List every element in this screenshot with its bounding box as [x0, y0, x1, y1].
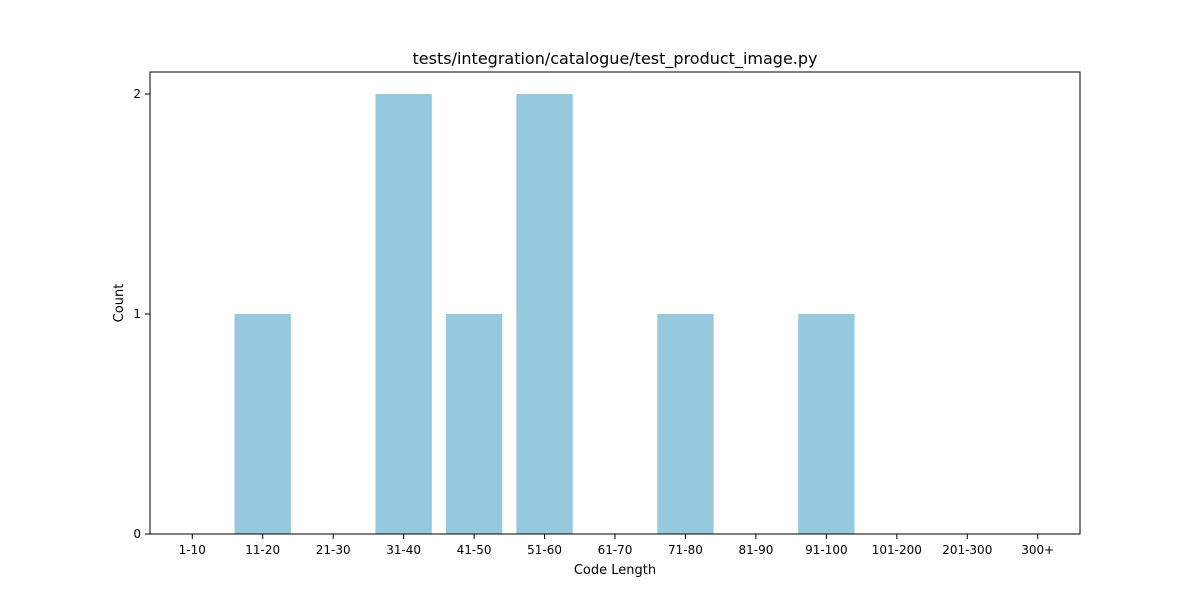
- x-axis-label: Code Length: [574, 563, 656, 578]
- x-tick-label: 1-10: [179, 543, 206, 557]
- bar-91-100: [798, 314, 855, 534]
- x-tick-label: 61-70: [598, 543, 633, 557]
- y-tick-label: 0: [133, 527, 141, 541]
- x-tick-label: 41-50: [457, 543, 492, 557]
- bar-51-60: [516, 94, 573, 534]
- x-tick-label: 21-30: [316, 543, 351, 557]
- y-axis-label: Count: [112, 284, 127, 323]
- bars-group: [234, 94, 855, 534]
- x-axis-ticks: 1-10 11-20 21-30 31-40 41-50 51-60 61-70 71-80 8…: [179, 534, 1054, 557]
- x-tick-label: 101-200: [872, 543, 922, 557]
- y-axis-ticks: 0 1 2: [133, 87, 150, 541]
- chart-title: tests/integration/catalogue/test_product…: [413, 49, 818, 69]
- x-tick-label: 11-20: [245, 543, 280, 557]
- y-tick-label: 2: [133, 87, 141, 101]
- y-tick-label: 1: [133, 307, 141, 321]
- x-tick-label: 81-90: [738, 543, 773, 557]
- x-tick-label: 31-40: [386, 543, 421, 557]
- x-tick-label: 300+: [1021, 543, 1054, 557]
- bar-71-80: [657, 314, 714, 534]
- x-tick-label: 91-100: [805, 543, 848, 557]
- bar-31-40: [375, 94, 432, 534]
- x-tick-label: 71-80: [668, 543, 703, 557]
- x-tick-label: 51-60: [527, 543, 562, 557]
- bar-11-20: [234, 314, 291, 534]
- bar-41-50: [445, 314, 503, 534]
- plot-frame: [149, 71, 1081, 535]
- x-tick-label: 201-300: [942, 543, 992, 557]
